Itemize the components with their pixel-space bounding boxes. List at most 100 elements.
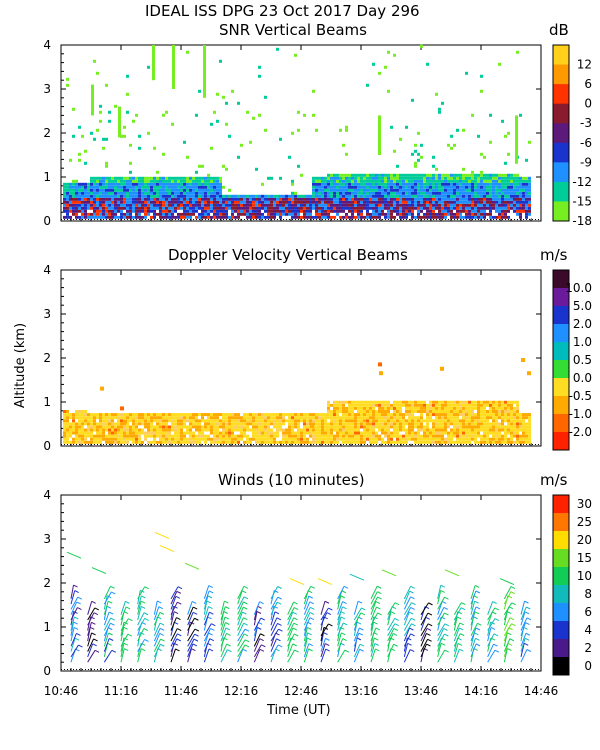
snr-cell (510, 179, 513, 183)
doppler-cell (330, 403, 333, 407)
wind-barb-flag (257, 605, 262, 609)
doppler-cell (315, 440, 318, 444)
doppler-cell (102, 440, 105, 444)
doppler-cell (330, 425, 333, 429)
wind-barb (403, 627, 410, 642)
doppler-cell (177, 434, 180, 438)
snr-cell (318, 191, 321, 195)
snr-cell (234, 206, 237, 210)
doppler-cell (261, 434, 264, 438)
doppler-cell (123, 437, 126, 441)
doppler-cell (474, 416, 477, 420)
wind-barb (487, 601, 494, 615)
snr-cell (174, 188, 177, 192)
doppler-cell (339, 422, 342, 426)
doppler-cell (117, 431, 120, 435)
snr-cell (396, 164, 399, 168)
doppler-cell (93, 413, 96, 417)
snr-cell (90, 191, 93, 195)
doppler-cell (111, 434, 114, 438)
snr-cell (333, 179, 336, 183)
wind-barb (420, 633, 427, 647)
doppler-cell (84, 437, 87, 441)
doppler-cell (240, 422, 243, 426)
snr-cell (462, 197, 465, 201)
doppler-cell (354, 419, 357, 423)
doppler-cell (339, 440, 342, 444)
doppler-cell (414, 434, 417, 438)
doppler-cell (210, 422, 213, 426)
doppler-cell (204, 440, 207, 444)
snr-cell (381, 188, 384, 192)
snr-cell (297, 209, 300, 213)
doppler-cell (321, 434, 324, 438)
snr-cell (435, 179, 438, 183)
wind-barb (70, 596, 79, 610)
snr-cell (378, 176, 381, 180)
snr-cell (480, 179, 483, 183)
doppler-cell (198, 413, 201, 417)
snr-cell (132, 215, 135, 219)
doppler-cell (321, 428, 324, 432)
doppler-cell (258, 440, 261, 444)
snr-cell (384, 188, 387, 192)
doppler-cell (150, 428, 153, 432)
snr-cell (420, 185, 423, 189)
doppler-cell (402, 440, 405, 444)
wind-barb-flag (125, 606, 131, 610)
doppler-cell (345, 422, 348, 426)
snr-cell (78, 194, 81, 198)
wind-barb (470, 623, 478, 637)
doppler-cell (483, 440, 486, 444)
snr-cell (309, 197, 312, 201)
snr-cell (480, 200, 483, 204)
doppler-cell (78, 425, 81, 429)
doppler-cell (135, 416, 138, 420)
doppler-cell (405, 425, 408, 429)
snr-cell (171, 191, 174, 195)
doppler-cell (195, 428, 198, 432)
snr-cell (330, 212, 333, 216)
doppler-cell (414, 410, 417, 413)
doppler-cell (222, 437, 225, 441)
snr-cell (216, 209, 219, 213)
snr-cell (285, 209, 288, 213)
wind-barb (87, 643, 94, 658)
doppler-cell (168, 413, 171, 417)
snr-cell (327, 188, 330, 192)
doppler-cell (372, 400, 375, 404)
doppler-cell (351, 422, 354, 426)
doppler-cell (159, 431, 162, 435)
doppler-cell (291, 419, 294, 423)
wind-barb-flag (376, 585, 382, 589)
doppler-cell (81, 434, 84, 438)
snr-cell (141, 182, 144, 186)
snr-cell (228, 197, 231, 201)
doppler-cell (300, 419, 303, 423)
snr-cell (345, 200, 348, 204)
wind-barb (170, 628, 178, 642)
doppler-cell (69, 431, 72, 435)
doppler-cell (342, 434, 345, 438)
wind-barb (303, 627, 308, 642)
snr-cell (258, 206, 261, 210)
snr-cell (261, 197, 264, 201)
snr-cell (264, 200, 267, 204)
snr-cell (126, 176, 129, 180)
doppler-cell (396, 437, 399, 441)
doppler-cell (501, 425, 504, 429)
doppler-cell (513, 403, 516, 407)
doppler-cell (381, 440, 384, 444)
doppler-cell (402, 413, 405, 417)
doppler-cell (144, 413, 147, 417)
doppler-cell (159, 434, 162, 438)
snr-cell (510, 212, 513, 216)
snr-cell (393, 173, 396, 177)
snr-cell (381, 185, 384, 189)
snr-cell (351, 173, 354, 177)
snr-cell (315, 179, 318, 183)
snr-cell (471, 206, 474, 210)
snr-cell (507, 176, 510, 180)
doppler-cell (231, 422, 234, 426)
wind-barb-flag (358, 632, 363, 636)
